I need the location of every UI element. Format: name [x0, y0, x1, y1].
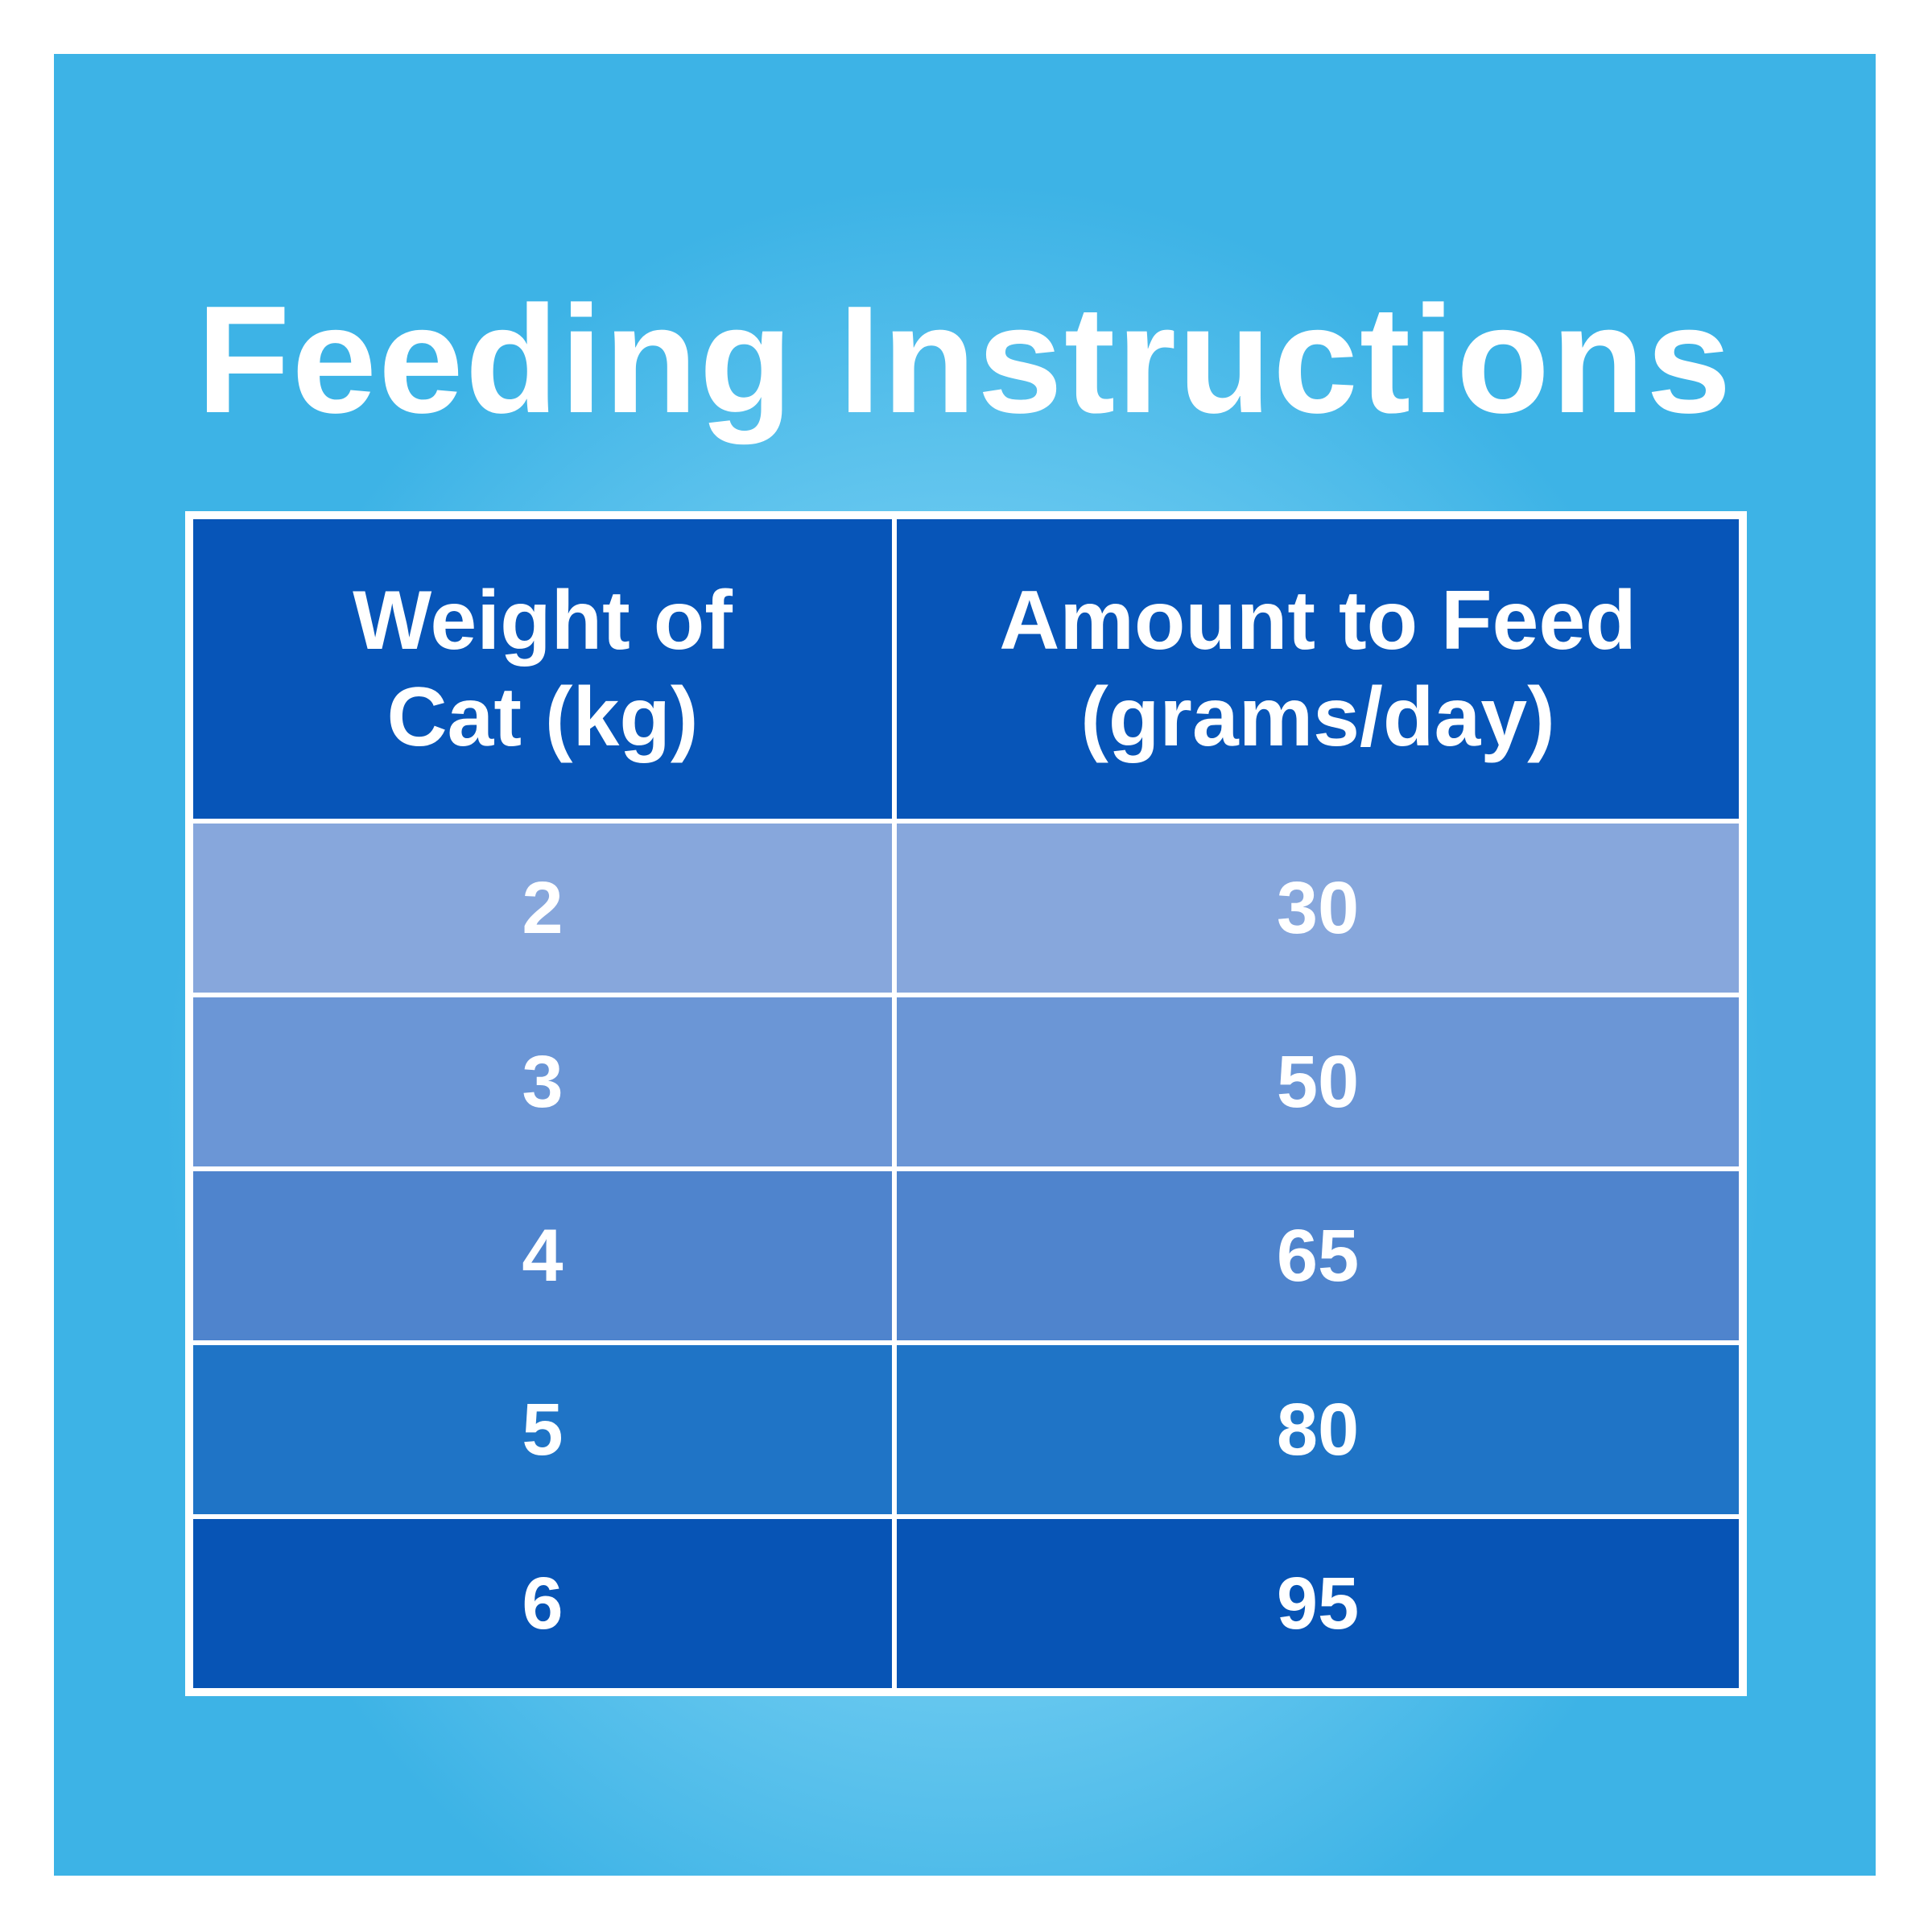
header-line: Cat (kg): [386, 671, 699, 764]
table-cell: 2: [187, 819, 897, 997]
panel: Feeding Instructions Weight of Cat (kg) Am…: [54, 54, 1876, 1876]
table-cell: 65: [892, 1166, 1745, 1345]
table-cell: 30: [892, 819, 1745, 997]
header-line: Weight of: [353, 574, 733, 667]
table-cell: 3: [187, 993, 897, 1171]
table-body: 2 30 3 50 4 65 5 80 6 95: [187, 819, 1745, 1695]
table-row: 5 80: [187, 1340, 1745, 1519]
header-line: Amount to Feed: [999, 574, 1637, 667]
column-header: Weight of Cat (kg): [187, 513, 897, 824]
header-line: (grams/day): [1080, 671, 1555, 764]
feeding-table: Weight of Cat (kg) Amount to Feed (grams/da…: [185, 511, 1747, 1696]
table-cell: 50: [892, 993, 1745, 1171]
table-row: 3 50: [187, 993, 1745, 1171]
column-header: Amount to Feed (grams/day): [892, 513, 1745, 824]
table-cell: 95: [892, 1514, 1745, 1695]
table-cell: 80: [892, 1340, 1745, 1519]
table-row: 4 65: [187, 1166, 1745, 1345]
table-cell: 6: [187, 1514, 897, 1695]
table-row: 6 95: [187, 1514, 1745, 1695]
header-row: Weight of Cat (kg) Amount to Feed (grams/da…: [187, 513, 1745, 824]
title: Feeding Instructions: [196, 275, 1733, 445]
table-cell: 5: [187, 1340, 897, 1519]
table-cell: 4: [187, 1166, 897, 1345]
table-row: 2 30: [187, 819, 1745, 997]
